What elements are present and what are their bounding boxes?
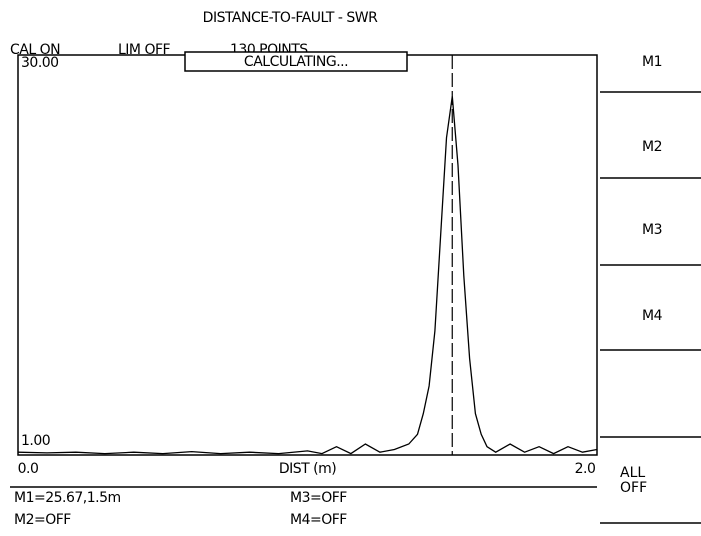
screen-title: DISTANCE-TO-FAULT - SWR (203, 10, 378, 26)
softkey[interactable]: ALL OFF (620, 466, 648, 496)
softkey[interactable]: M2 (642, 139, 663, 155)
y-tick-label: 1.00 (21, 433, 50, 449)
banner-box (184, 51, 408, 72)
x-axis-label: DIST (m) (279, 461, 336, 477)
softkey-panel: M1 M2 M3 M4 ALL OFF (600, 54, 701, 524)
marker-readout: M2=OFF (14, 512, 71, 528)
status: CAL ON (10, 42, 60, 58)
status: LIM OFF (118, 42, 171, 58)
x-tick-label: 2.0 (575, 461, 596, 477)
banner: CALCULATING... (244, 54, 348, 70)
x-tick-label: 0.0 (18, 461, 39, 477)
trace (17, 96, 598, 455)
marker-readout: M4=OFF (290, 512, 347, 528)
marker-readout: M1=25.67,1.5m (14, 490, 121, 506)
softkey[interactable]: M3 (642, 222, 663, 238)
softkey[interactable]: M1 (642, 54, 663, 70)
softkey-wrap: ALL OFF (620, 466, 648, 496)
marker-readout: M3=OFF (290, 490, 347, 506)
softkey[interactable]: M4 (642, 308, 663, 324)
y-tick-label: 30.00 (21, 55, 59, 71)
